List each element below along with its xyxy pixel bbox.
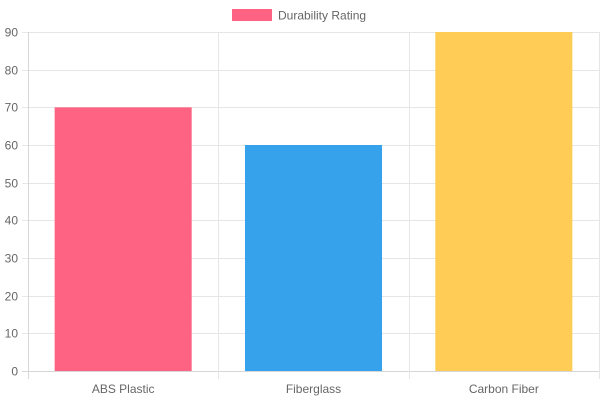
y-tick-label: 50 — [5, 177, 19, 191]
y-tick-label: 10 — [5, 327, 19, 341]
legend-swatch-durability-rating[interactable] — [232, 9, 272, 21]
y-tick-label: 60 — [5, 139, 19, 153]
bars — [54, 32, 573, 371]
y-tick-label: 70 — [5, 101, 19, 115]
bar-carbon-fiber[interactable] — [435, 32, 573, 371]
axes: 0 10 20 30 40 50 60 70 80 90 ABS Plastic Fiberglass… — [5, 26, 539, 397]
bar-abs-plastic[interactable] — [54, 107, 192, 371]
legend[interactable]: Durability Rating — [232, 9, 366, 23]
y-tick-label: 90 — [5, 26, 19, 40]
y-tick-label: 40 — [5, 214, 19, 228]
y-tick-label: 0 — [11, 365, 18, 379]
x-tick-label: Carbon Fiber — [469, 382, 539, 396]
legend-label-durability-rating[interactable]: Durability Rating — [278, 9, 366, 23]
x-tick-label: ABS Plastic — [92, 382, 155, 396]
y-tick-label: 20 — [5, 290, 19, 304]
x-tick-label: Fiberglass — [286, 382, 341, 396]
bar-fiberglass[interactable] — [244, 145, 383, 371]
y-tick-label: 80 — [5, 64, 19, 78]
y-tick-label: 30 — [5, 252, 19, 266]
